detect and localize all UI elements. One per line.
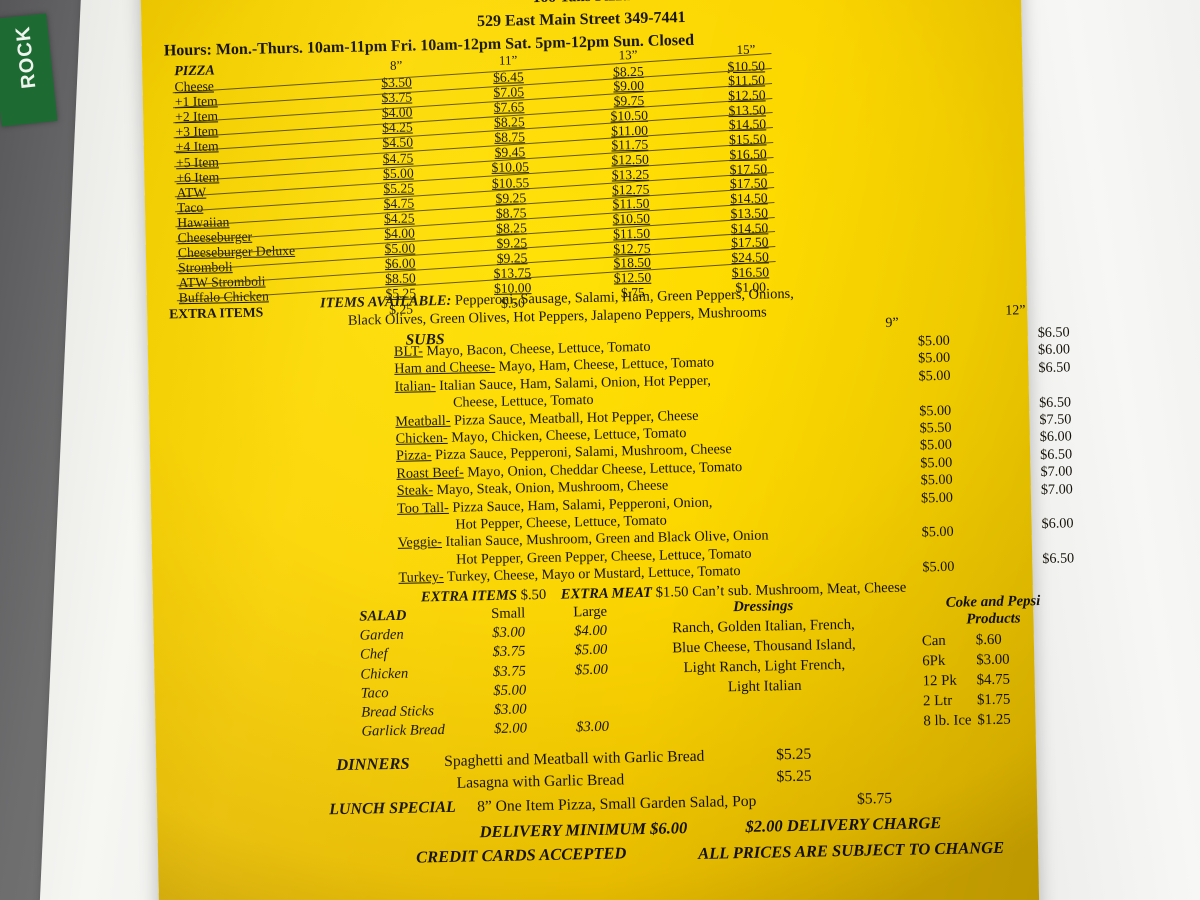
- lunch-special-text: 8” One Item Pizza, Small Garden Salad, P…: [476, 792, 757, 816]
- sub-price-9: $5.00: [919, 437, 953, 454]
- sub-price-9: $5.00: [918, 367, 951, 385]
- sub-name: Meatball-: [395, 412, 451, 430]
- salad-item-name: Bread Sticks: [361, 703, 435, 721]
- dinner-item-2-price: $5.25: [776, 767, 812, 786]
- pizza-size-header-1: 8”: [389, 57, 403, 73]
- drinks-title-line2: Products: [966, 610, 1021, 628]
- sub-price-9: $5.00: [921, 524, 954, 541]
- salad-price-small: $5.00: [493, 682, 527, 699]
- dinner-item-1: Spaghetti and Meatball with Garlic Bread: [444, 747, 705, 770]
- salad-price-large: $5.00: [574, 642, 608, 659]
- salad-item-name: Chicken: [360, 665, 409, 683]
- sub-price-9: $5.00: [918, 350, 951, 367]
- sub-price-9: $5.00: [920, 489, 954, 506]
- drink-name: 8 lb. Ice: [923, 712, 972, 730]
- salad-price-small: $3.75: [492, 662, 526, 680]
- drink-price: $4.75: [976, 671, 1011, 689]
- salad-price-small: $2.00: [493, 720, 528, 738]
- sub-price-9: $5.00: [920, 471, 953, 489]
- sub-name: Turkey-: [398, 569, 444, 586]
- salad-item-name: Taco: [360, 684, 389, 702]
- drink-name: Can: [921, 632, 946, 650]
- salad-price-small: $3.00: [492, 624, 526, 642]
- items-available-label: ITEMS AVAILABLE:: [319, 292, 452, 312]
- sub-price-12: $6.00: [1037, 341, 1071, 359]
- sub-name: BLT-: [393, 343, 424, 360]
- drink-price: $1.75: [976, 691, 1011, 709]
- extra-meat-price: $1.50: [655, 584, 689, 601]
- salad-col-small: Small: [491, 605, 526, 623]
- delivery-charge: $2.00 DELIVERY CHARGE: [745, 813, 942, 836]
- lunch-special-price: $5.75: [856, 790, 893, 808]
- salad-item-name: Chef: [359, 646, 388, 664]
- delivery-minimum: DELIVERY MINIMUM $6.00: [479, 818, 688, 842]
- salad-col-large: Large: [573, 603, 608, 621]
- salad-price-large: $3.00: [575, 718, 610, 736]
- sub-price-12: $6.50: [1037, 324, 1070, 341]
- salad-price-small: $3.00: [493, 701, 527, 718]
- sub-price-12: $6.00: [1039, 428, 1072, 446]
- green-label-text: ROCK: [11, 24, 41, 90]
- subs-size-12-header: 12”: [1005, 303, 1026, 319]
- sub-price-12: $6.50: [1038, 359, 1071, 376]
- pizza-menu-sheet: Too Talls Pizza 529 East Main Street 349…: [140, 0, 1074, 900]
- dressing-line: Light Italian: [727, 677, 802, 696]
- dinner-item-2: Lasagna with Garlic Bread: [456, 771, 625, 792]
- salad-section-label: SALAD: [359, 607, 407, 625]
- sub-price-12: $6.50: [1042, 550, 1075, 568]
- sub-name: Steak-: [396, 482, 434, 500]
- pizza-item-name: ATW: [176, 184, 207, 200]
- drink-name: 6Pk: [922, 652, 946, 670]
- drink-name: 2 Ltr: [922, 692, 953, 710]
- sub-price-9: $5.00: [920, 454, 953, 472]
- lunch-special-label: LUNCH SPECIAL: [328, 798, 456, 819]
- salad-section: SALAD Small Large Garden $3.00 $4.00 Chef $3…: [359, 604, 612, 743]
- salad-row: Garlick Bread $2.00 $3.00: [361, 719, 611, 743]
- drink-price: $.60: [975, 631, 1002, 649]
- drink-price: $3.00: [976, 651, 1010, 669]
- sub-price-12: $7.00: [1040, 480, 1073, 498]
- salad-item-name: Garden: [359, 626, 404, 644]
- sub-name: Pizza-: [395, 447, 432, 465]
- dinner-item-1-price: $5.25: [775, 745, 812, 764]
- extra-items-price: $.50: [520, 586, 547, 604]
- credit-cards-accepted: CREDIT CARDS ACCEPTED: [415, 843, 627, 867]
- pizza-item-name: Taco: [176, 199, 204, 216]
- sub-price-9: $5.50: [919, 419, 952, 437]
- subs-table: BLT- Mayo, Bacon, Cheese, Lettuce, Tomat…: [393, 324, 1079, 587]
- subs-size-9-header: 9”: [885, 315, 899, 332]
- sub-price-12: $7.00: [1040, 463, 1073, 481]
- sub-price-12: $6.50: [1040, 446, 1073, 463]
- prices-subject-to-change: ALL PRICES ARE SUBJECT TO CHANGE: [697, 837, 1005, 863]
- dinners-section-label: DINNERS: [336, 753, 410, 775]
- sub-price-12: $6.00: [1041, 515, 1074, 533]
- salad-price-small: $3.75: [492, 643, 526, 661]
- sub-name: Too Tall-: [396, 499, 449, 517]
- extra-items-label: EXTRA ITEMS: [420, 587, 518, 606]
- sub-price-12: $6.50: [1038, 393, 1072, 411]
- sub-price-12: $7.50: [1039, 411, 1072, 428]
- drink-row: 8 lb. Ice $1.25: [895, 710, 1095, 734]
- drink-price: $1.25: [977, 711, 1011, 729]
- sub-name: Italian-: [394, 377, 436, 395]
- pizza-size-header-2: 11”: [498, 52, 518, 68]
- salad-item-name: Garlick Bread: [361, 722, 446, 740]
- sub-price-9: $5.00: [917, 332, 950, 350]
- drink-name: 12 Pk: [922, 672, 957, 690]
- sub-name: Roast Beef-: [396, 464, 464, 482]
- sub-price-9: $5.00: [919, 402, 952, 419]
- extra-meat-label: EXTRA MEAT: [560, 584, 653, 603]
- salad-price-large: $4.00: [574, 622, 608, 640]
- dressings-section: Dressings Ranch, Golden Italian, French,…: [623, 596, 905, 702]
- sub-name: Veggie-: [397, 534, 443, 552]
- drinks-section: Coke and Pepsi Products Can $.60 6Pk $3.00 1…: [893, 592, 1096, 734]
- sub-name: Chicken-: [395, 429, 448, 447]
- salad-price-large: [561, 680, 623, 681]
- salad-price-large: $5.00: [574, 661, 608, 678]
- sub-name: Ham and Cheese-: [394, 359, 496, 378]
- sub-price-9: $5.00: [922, 558, 955, 576]
- salad-price-large: [561, 699, 623, 700]
